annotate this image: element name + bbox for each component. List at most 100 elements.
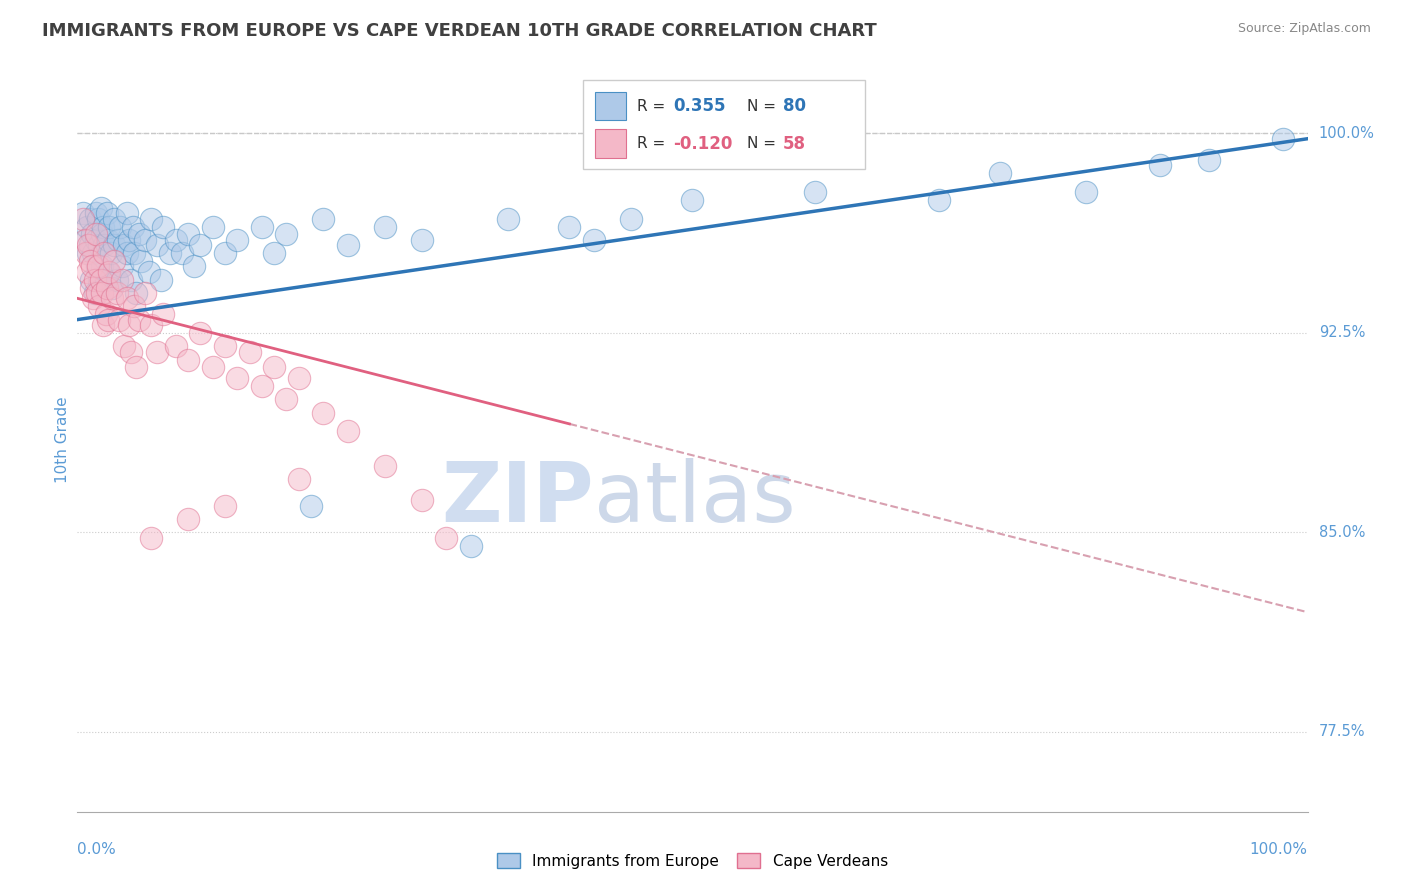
Point: [111, 260, 132, 274]
Text: 100.0%: 100.0%: [1319, 126, 1375, 141]
Point: [86, 260, 108, 274]
Point: [73, 233, 96, 247]
Point: [188, 238, 212, 252]
Point: [276, 392, 298, 407]
Text: 0.0%: 0.0%: [77, 842, 117, 857]
Point: [83, 285, 105, 300]
Text: 85.0%: 85.0%: [1319, 524, 1365, 540]
Point: [128, 312, 150, 326]
Point: [150, 273, 173, 287]
Text: 58: 58: [783, 135, 806, 153]
Point: [112, 339, 135, 353]
Point: [214, 499, 236, 513]
Text: R =: R =: [637, 99, 671, 113]
Point: [804, 185, 827, 199]
Legend: Immigrants from Europe, Cape Verdeans: Immigrants from Europe, Cape Verdeans: [491, 847, 894, 875]
Point: [75, 246, 97, 260]
Point: [134, 285, 156, 300]
Point: [72, 206, 94, 220]
FancyBboxPatch shape: [583, 80, 865, 169]
Text: R =: R =: [637, 136, 671, 151]
Point: [141, 318, 163, 332]
Point: [82, 227, 104, 242]
Point: [201, 360, 224, 375]
Point: [90, 285, 114, 300]
Point: [103, 254, 125, 268]
Point: [201, 219, 224, 234]
Point: [299, 499, 322, 513]
Text: IMMIGRANTS FROM EUROPE VS CAPE VERDEAN 10TH GRADE CORRELATION CHART: IMMIGRANTS FROM EUROPE VS CAPE VERDEAN 1…: [42, 22, 877, 40]
Point: [84, 233, 107, 247]
Point: [80, 273, 103, 287]
Point: [146, 344, 169, 359]
Point: [87, 211, 110, 226]
Point: [77, 246, 100, 260]
Point: [93, 238, 115, 252]
Text: Source: ZipAtlas.com: Source: ZipAtlas.com: [1237, 22, 1371, 36]
Point: [214, 339, 236, 353]
Point: [288, 371, 311, 385]
Point: [84, 206, 107, 220]
Point: [125, 285, 148, 300]
Point: [112, 238, 135, 252]
Point: [239, 344, 262, 359]
Point: [159, 246, 181, 260]
Point: [558, 219, 581, 234]
Bar: [595, 129, 626, 158]
Point: [337, 425, 360, 439]
Point: [76, 219, 98, 234]
Point: [79, 211, 101, 226]
Point: [101, 281, 124, 295]
Point: [87, 260, 110, 274]
Point: [411, 233, 433, 247]
Point: [97, 265, 120, 279]
Text: N =: N =: [747, 99, 780, 113]
Point: [86, 285, 108, 300]
Point: [337, 238, 360, 252]
Point: [108, 312, 131, 326]
Point: [620, 211, 643, 226]
Text: 92.5%: 92.5%: [1319, 326, 1365, 341]
Point: [121, 344, 143, 359]
Point: [90, 273, 112, 287]
Point: [94, 307, 117, 321]
Point: [288, 472, 311, 486]
Point: [583, 233, 606, 247]
Point: [263, 246, 285, 260]
Point: [250, 379, 273, 393]
Point: [107, 233, 129, 247]
Point: [72, 211, 94, 226]
Point: [177, 512, 200, 526]
Point: [105, 273, 128, 287]
Point: [374, 219, 396, 234]
Point: [96, 206, 118, 220]
Point: [115, 291, 138, 305]
Point: [118, 318, 141, 332]
Point: [89, 273, 111, 287]
Point: [141, 211, 163, 226]
Point: [263, 360, 285, 375]
Point: [177, 227, 200, 242]
Point: [83, 273, 105, 287]
Point: [436, 531, 458, 545]
Point: [84, 227, 107, 242]
Point: [118, 233, 141, 247]
Point: [79, 254, 101, 268]
Point: [77, 238, 100, 252]
Point: [250, 219, 273, 234]
Point: [928, 193, 950, 207]
Text: ZIP: ZIP: [441, 458, 595, 540]
Point: [146, 238, 169, 252]
Point: [374, 458, 396, 473]
Point: [122, 246, 145, 260]
Point: [101, 291, 124, 305]
Point: [103, 238, 125, 252]
Point: [177, 352, 200, 367]
Point: [682, 193, 704, 207]
Point: [152, 307, 174, 321]
Point: [103, 211, 125, 226]
Point: [93, 246, 115, 260]
Point: [90, 227, 114, 242]
Point: [129, 254, 153, 268]
Point: [165, 339, 187, 353]
